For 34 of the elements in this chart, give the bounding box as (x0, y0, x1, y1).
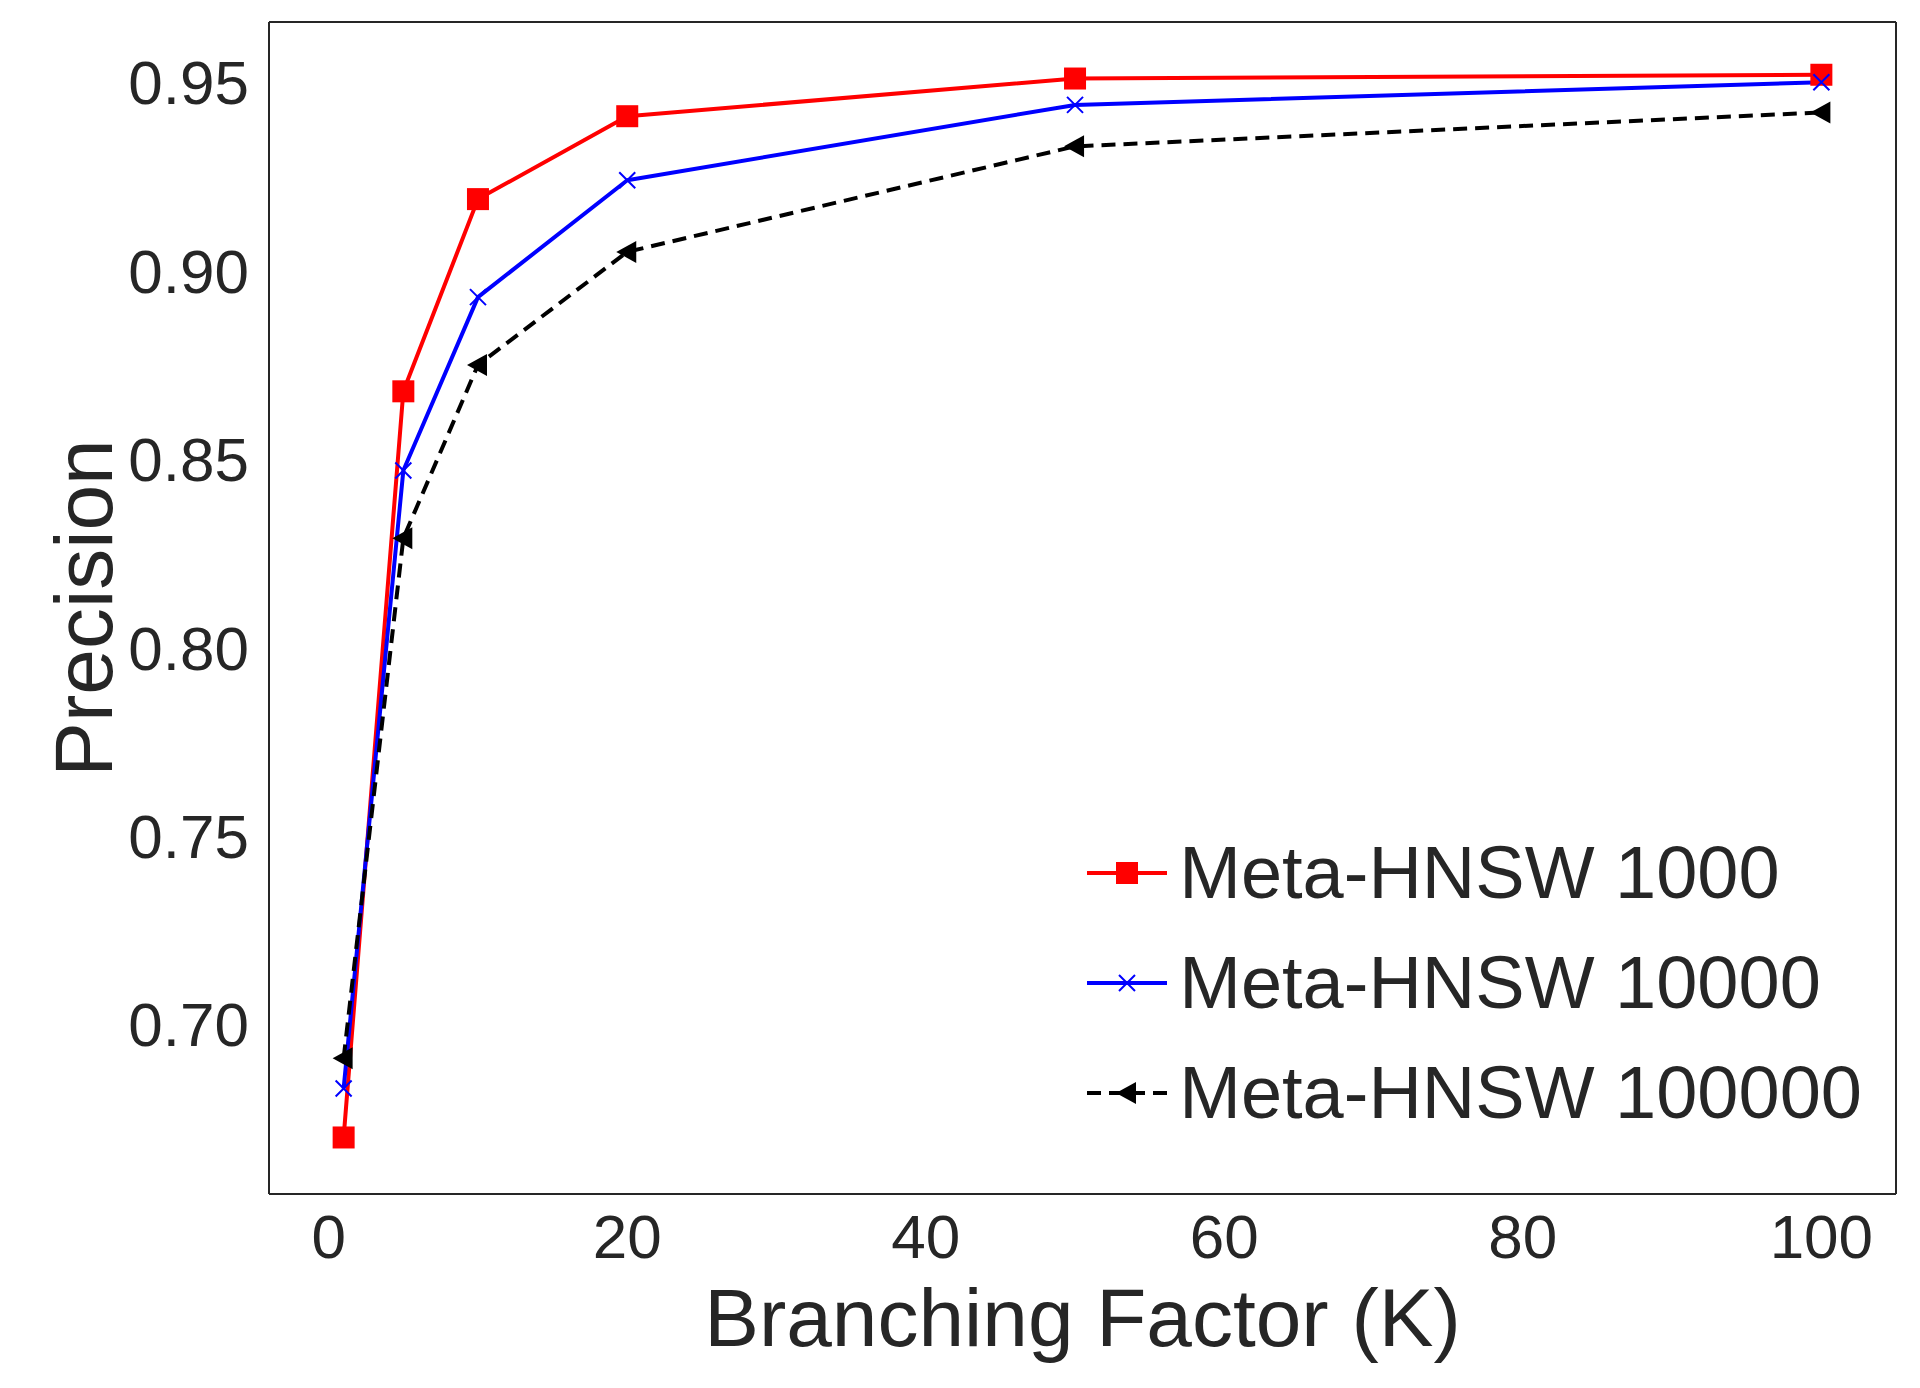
y-tick-label: 0.75 (128, 802, 249, 871)
x-tick-label: 40 (891, 1202, 961, 1272)
point (468, 288, 487, 307)
point (392, 527, 413, 550)
point (334, 1079, 353, 1098)
point (394, 461, 413, 480)
point (332, 1126, 355, 1149)
point (616, 240, 637, 263)
point (1064, 135, 1085, 158)
y-tick-label: 0.95 (128, 48, 249, 118)
x-tick-label: 0 (311, 1202, 346, 1272)
point (466, 353, 487, 376)
point (1810, 101, 1831, 124)
x-tick-label: 20 (592, 1202, 662, 1272)
point (1066, 95, 1085, 114)
x-tick-label: 100 (1769, 1202, 1874, 1272)
point (1812, 73, 1831, 92)
point (1064, 67, 1087, 90)
point (332, 1047, 353, 1070)
point (616, 105, 639, 128)
point (466, 188, 489, 211)
legend-label: Meta-HNSW 100000 (1179, 1050, 1862, 1136)
y-tick-label: 0.70 (128, 990, 249, 1060)
x-tick-label: 60 (1189, 1202, 1259, 1272)
y-tick-label: 0.85 (128, 425, 249, 495)
y-tick-label: 0.90 (128, 236, 249, 306)
legend-label: Meta-HNSW 1000 (1179, 830, 1780, 916)
y-axis-title: Precision (38, 439, 130, 777)
legend-label: Meta-HNSW 10000 (1179, 940, 1821, 1026)
point (618, 171, 637, 190)
x-axis-title: Branching Factor (K) (704, 1272, 1461, 1363)
y-tick-label: 0.80 (128, 613, 249, 683)
x-tick-label: 80 (1488, 1202, 1558, 1272)
point (392, 380, 415, 403)
